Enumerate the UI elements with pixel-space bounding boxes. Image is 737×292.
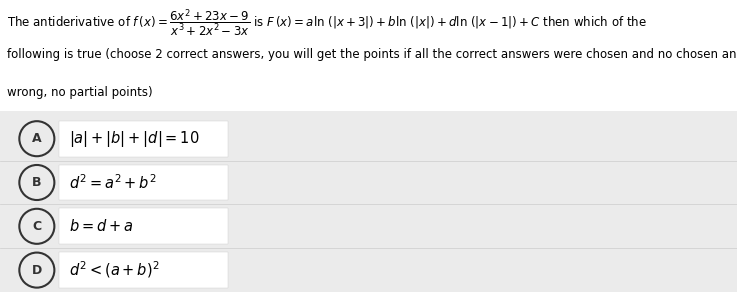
Text: B: B: [32, 176, 41, 189]
FancyBboxPatch shape: [0, 0, 737, 111]
Text: $b = d + a$: $b = d + a$: [69, 218, 133, 234]
FancyBboxPatch shape: [59, 121, 228, 157]
Ellipse shape: [19, 121, 55, 156]
Ellipse shape: [19, 209, 55, 244]
Text: following is true (choose 2 correct answers, you will get the points if all the : following is true (choose 2 correct answ…: [7, 48, 737, 61]
FancyBboxPatch shape: [59, 252, 228, 288]
Text: C: C: [32, 220, 41, 233]
Ellipse shape: [19, 253, 55, 288]
Text: D: D: [32, 264, 42, 277]
Text: $|a| + |b| + |d| = 10$: $|a| + |b| + |d| = 10$: [69, 129, 199, 149]
Ellipse shape: [19, 165, 55, 200]
Text: $d^2 = a^2 + b^2$: $d^2 = a^2 + b^2$: [69, 173, 156, 192]
FancyBboxPatch shape: [59, 165, 228, 200]
Text: wrong, no partial points): wrong, no partial points): [7, 86, 153, 99]
Text: $d^2 < (a+b)^2$: $d^2 < (a+b)^2$: [69, 260, 159, 280]
Text: The antiderivative of $f\,(x) = \dfrac{6x^2 + 23x - 9}{x^3 + 2x^2 - 3x}$ is $F\,: The antiderivative of $f\,(x) = \dfrac{6…: [7, 7, 647, 39]
FancyBboxPatch shape: [59, 208, 228, 244]
Text: A: A: [32, 132, 42, 145]
